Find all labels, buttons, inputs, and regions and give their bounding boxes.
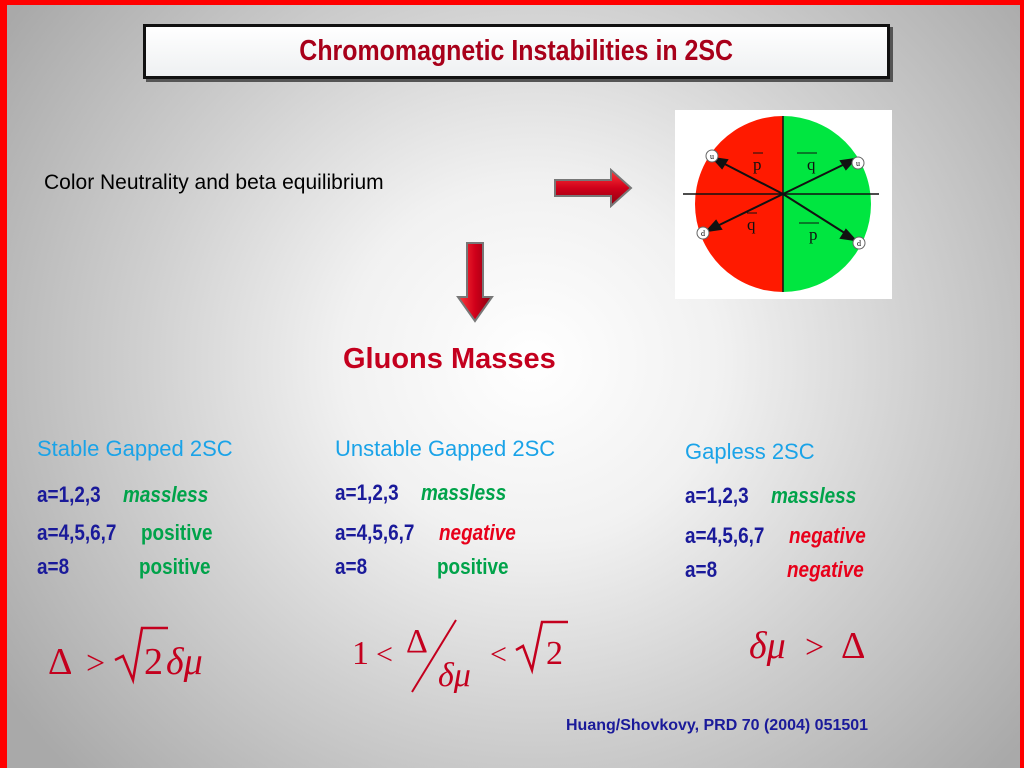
sqrt-sign: [114, 626, 168, 685]
column-heading: Gapless 2SC: [685, 439, 815, 464]
row-a8: a=8 positive: [335, 554, 509, 580]
row-label: a=4,5,6,7: [37, 520, 117, 545]
row-value: positive: [141, 520, 213, 545]
formula-delta: Δ: [841, 625, 865, 667]
title-box: Chromomagnetic Instabilities in 2SC: [143, 24, 890, 79]
formula-delta: Δ: [406, 623, 428, 660]
p-top-label: p: [753, 155, 762, 174]
q-bottom-label: q: [747, 215, 756, 234]
column-heading: Unstable Gapped 2SC: [335, 436, 556, 461]
q-top-label: q: [807, 155, 816, 174]
row-label: a=8: [335, 554, 368, 579]
row-a123: a=1,2,3 massless: [335, 480, 506, 506]
row-a8: a=8 negative: [685, 557, 864, 583]
row-a8: a=8 positive: [37, 554, 211, 580]
row-label: a=4,5,6,7: [335, 520, 415, 545]
row-value: massless: [771, 483, 857, 508]
row-label: a=1,2,3: [335, 480, 399, 505]
formula-one: 1: [352, 635, 369, 672]
row-label: a=8: [37, 554, 70, 579]
arrow-right-icon: [554, 168, 633, 208]
formula-dmu: δμ: [438, 657, 471, 694]
row-label: a=1,2,3: [37, 482, 101, 507]
formula-lt: <: [490, 638, 507, 671]
formula-delta: Δ: [48, 641, 72, 683]
sqrt-sign: [515, 620, 568, 675]
green-half: [783, 116, 871, 292]
formula-gt: >: [805, 629, 824, 666]
row-label: a=1,2,3: [685, 483, 749, 508]
slide-frame-top: [0, 0, 1024, 5]
d-right-label: d: [857, 239, 861, 248]
p-bottom-label: p: [809, 225, 818, 244]
row-value: negative: [789, 523, 866, 548]
row-value: positive: [139, 554, 211, 579]
u-right-label: u: [856, 159, 860, 168]
formula-lt: <: [376, 638, 393, 671]
d-left-label: d: [701, 229, 705, 238]
slide-title: Chromomagnetic Instabilities in 2SC: [299, 35, 734, 67]
gluons-masses-heading: Gluons Masses: [343, 343, 556, 375]
formula-unstable: 1 < Δ δμ < 2: [352, 619, 568, 694]
row-value: massless: [421, 480, 507, 505]
row-value: negative: [787, 557, 864, 582]
row-value: positive: [437, 554, 509, 579]
formula-gt: >: [86, 645, 105, 682]
column-unstable-gapped: Unstable Gapped 2SC a=1,2,3 massless a=4…: [335, 436, 625, 596]
formula-dmu: δμ: [749, 625, 786, 667]
row-label: a=8: [685, 557, 718, 582]
row-value: negative: [439, 520, 516, 545]
column-stable-gapped: Stable Gapped 2SC a=1,2,3 massless a=4,5…: [37, 436, 317, 596]
fraction-slash: [411, 619, 457, 693]
slide-frame-left: [0, 0, 7, 768]
column-heading: Stable Gapped 2SC: [37, 436, 233, 461]
arrow-down-icon: [456, 242, 494, 323]
row-a4567: a=4,5,6,7 negative: [685, 523, 866, 549]
formula-two: 2: [144, 641, 163, 683]
intro-text: Color Neutrality and beta equilibrium: [44, 171, 384, 194]
fermi-surface-diagram: u u d d p q q p: [675, 110, 892, 299]
slide-frame-right: [1020, 0, 1024, 768]
formula-dmu: δμ: [166, 641, 203, 683]
row-a123: a=1,2,3 massless: [685, 483, 856, 509]
formula-stable: Δ > 2 δμ: [48, 626, 203, 685]
row-label: a=4,5,6,7: [685, 523, 765, 548]
u-left-label: u: [710, 152, 714, 161]
row-a123: a=1,2,3 massless: [37, 482, 208, 508]
formula-two: 2: [546, 635, 563, 672]
red-half: [695, 116, 783, 292]
row-a4567: a=4,5,6,7 negative: [335, 520, 516, 546]
column-gapless: Gapless 2SC a=1,2,3 massless a=4,5,6,7 n…: [685, 439, 965, 599]
citation: Huang/Shovkovy, PRD 70 (2004) 051501: [566, 717, 869, 734]
row-a4567: a=4,5,6,7 positive: [37, 520, 213, 546]
formula-gapless: δμ > Δ: [749, 625, 865, 667]
row-value: massless: [123, 482, 209, 507]
